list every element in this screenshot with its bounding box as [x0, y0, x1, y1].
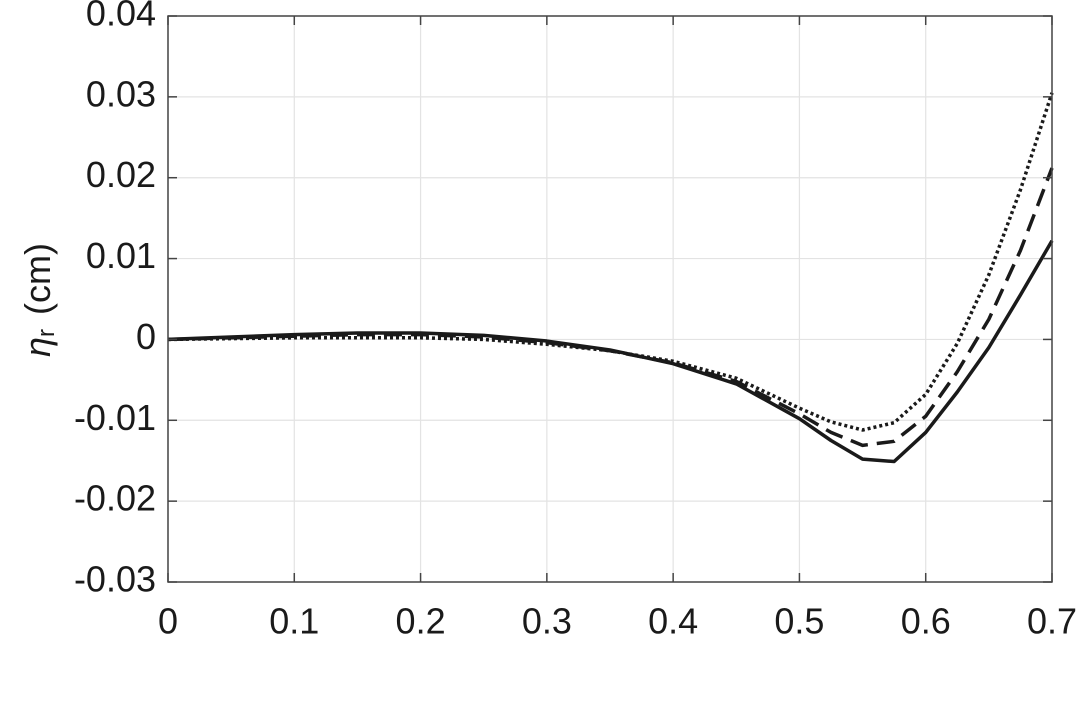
series-line	[167, 92, 1054, 432]
y-tick-label: 0.04	[86, 0, 156, 34]
y-tick-label: -0.01	[74, 397, 156, 438]
grid	[167, 15, 1053, 583]
x-tick-label: 0.2	[396, 601, 446, 642]
y-label-unit: (cm)	[17, 243, 58, 315]
series-line	[167, 167, 1054, 448]
plot-area	[168, 16, 1052, 582]
y-tick-label: 0.03	[86, 73, 156, 114]
y-label-symbol: η	[17, 337, 58, 357]
x-tick-label: 0.5	[774, 601, 824, 642]
axes-box	[167, 15, 1053, 583]
x-tick-label: 0.3	[522, 601, 572, 642]
y-label-subscript: r	[33, 329, 60, 337]
y-tick-label: -0.03	[74, 559, 156, 600]
x-tick-label: 0.1	[269, 601, 319, 642]
y-tick-label: 0.02	[86, 154, 156, 195]
y-tick-label: 0.01	[86, 235, 156, 276]
y-tick-label: -0.02	[74, 478, 156, 519]
y-tick-label: 0	[136, 316, 156, 357]
lines	[167, 92, 1054, 464]
x-tick-label: 0.4	[648, 601, 698, 642]
y-axis-label: ηr (cm)	[17, 243, 61, 357]
x-tick-label: 0.7	[1027, 601, 1077, 642]
x-tick-label: 0.6	[901, 601, 951, 642]
x-tick-label: 0	[158, 601, 178, 642]
